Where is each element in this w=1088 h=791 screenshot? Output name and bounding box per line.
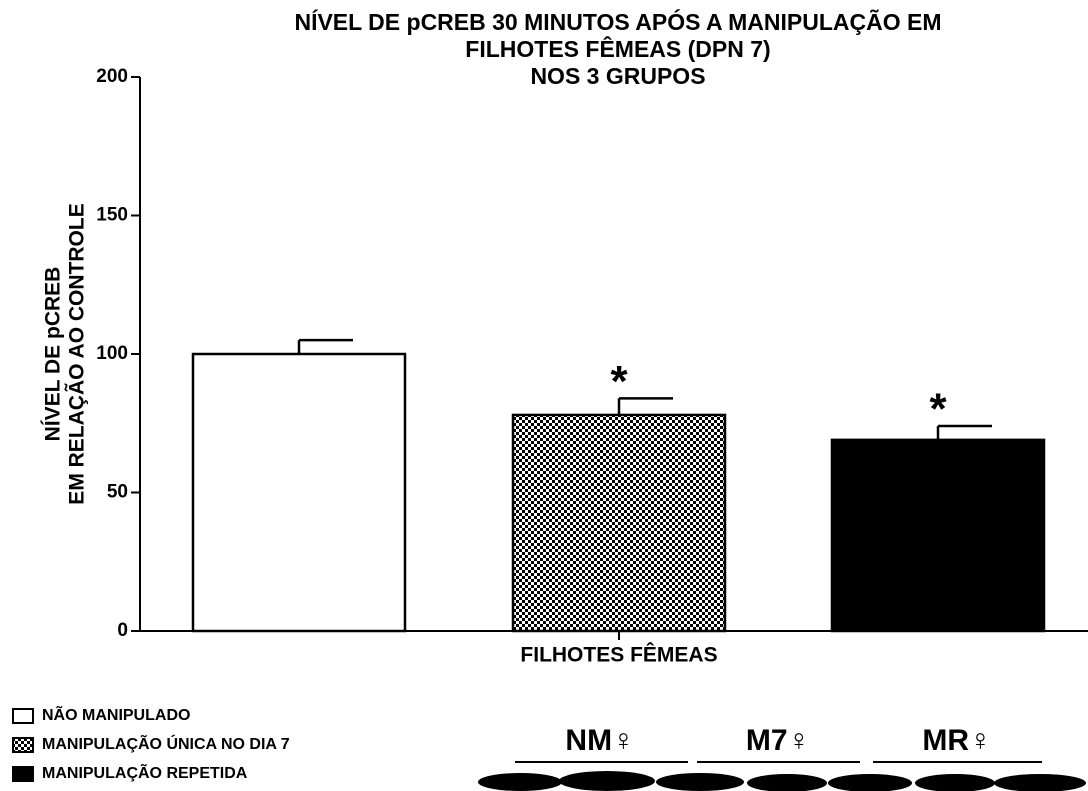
y-tick-label: 100 [96,343,128,364]
blot-label: NM♀ [565,724,634,757]
blot-band [915,774,995,791]
legend-label: MANIPULAÇÃO ÚNICA NO DIA 7 [42,733,290,753]
chart-title: NÍVEL DE pCREB 30 MINUTOS APÓS A MANIPUL… [294,8,941,89]
bar [830,438,1046,633]
blot-band [747,774,827,791]
blot-band [656,773,744,791]
legend-swatch [12,708,34,724]
bar [511,413,727,633]
blot-band [828,774,912,791]
y-tick-label: 50 [107,482,128,503]
legend-label: NÃO MANIPULADO [42,704,190,724]
blot-band [559,771,655,791]
y-tick-label: 150 [96,205,128,226]
chart-title-line: FILHOTES FÊMEAS (DPN 7) [465,35,770,62]
chart-title-line: NOS 3 GRUPOS [530,63,705,89]
y-axis-label: NÍVEL DE pCREB EM RELAÇÃO AO CONTROLE [42,203,89,504]
y-tick-label: 200 [96,66,128,87]
blot-band [994,774,1086,791]
legend-swatch [12,766,34,782]
y-axis-label-line: EM RELAÇÃO AO CONTROLE [66,203,89,504]
x-axis-label: FILHOTES FÊMEAS [520,643,717,667]
annotation: * [610,357,628,406]
legend-label: MANIPULAÇÃO REPETIDA [42,762,248,782]
blot-label: MR♀ [922,724,991,757]
legend-swatch [12,737,34,753]
western-blot: NM♀ M7♀ MR♀ [470,724,1088,791]
annotation: * [929,385,947,434]
chart-title-line: NÍVEL DE pCREB 30 MINUTOS APÓS A MANIPUL… [294,8,941,35]
y-tick-label: 0 [117,620,128,641]
blot-label: M7♀ [746,724,810,757]
bar [191,352,407,633]
blot-band [478,773,562,791]
y-axis-label-line: NÍVEL DE pCREB [42,267,65,442]
